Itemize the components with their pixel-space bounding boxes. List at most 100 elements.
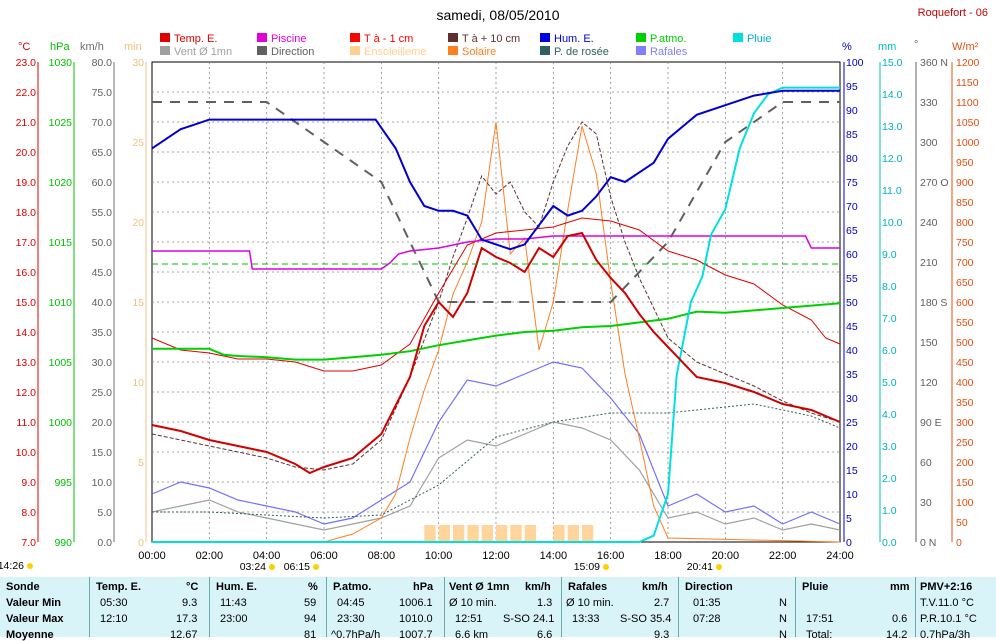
legend-label: Piscine [271, 33, 306, 45]
temp-tick-label: 21.0 [16, 117, 37, 129]
legend-label: Solaire [462, 46, 496, 58]
legend-label: Vent Ø 1mn [174, 46, 232, 58]
hum-tick-label: 65 [846, 225, 858, 237]
dir-tick-label: 330 [920, 97, 938, 109]
temp-tick-label: 11.0 [16, 417, 36, 429]
series-line-vent-1mn [151, 421, 841, 531]
temp-tick-label: 12.0 [16, 387, 37, 399]
dir-max-value: N [779, 613, 787, 625]
wind-max-value: S-SO 24.1 [503, 613, 555, 625]
press-avg-value: 1007.7 [399, 629, 433, 641]
dir-tick-label: 150 [920, 337, 938, 349]
press-tick-label: 1020 [49, 177, 73, 189]
temp-tick-label: 20.0 [16, 147, 37, 159]
series-line-pluie [152, 86, 840, 543]
pmv-trend: 0.7hPa/3h [920, 629, 971, 641]
hum-tick-label: 50 [846, 297, 858, 309]
wind-tick-label: 65.0 [92, 147, 113, 159]
sun-tick-label: 20 [132, 217, 144, 229]
wind-tick-label: 30.0 [92, 357, 113, 369]
solar-tick-label: 400 [956, 377, 974, 389]
row-min-label: Valeur Min [6, 597, 62, 609]
temp-tick-label: 16.0 [16, 267, 37, 279]
dir-axis-unit: ° [914, 39, 918, 51]
header-wind-unit: km/h [525, 581, 551, 593]
time-tick-label: 24:00 [826, 550, 854, 562]
time-tick-label: 22:00 [769, 550, 797, 562]
legend-swatch [257, 33, 267, 42]
hum-tick-label: 40 [846, 345, 858, 357]
dir-tick-label: 90 E [920, 417, 942, 429]
hum-tick-label: 15 [846, 465, 858, 477]
sun-axis-unit: min [124, 41, 142, 53]
series-line-direction [152, 101, 840, 303]
hum-tick-label: 10 [846, 489, 858, 501]
legend-label: Rafales [650, 46, 688, 58]
solar-tick-label: 650 [956, 277, 974, 289]
header-pmv: PMV+2:16 [920, 581, 973, 593]
legend-swatch [160, 46, 170, 55]
hum-axis-unit: % [842, 41, 852, 53]
hum-tick-label: 95 [846, 81, 858, 93]
header-gust-unit: km/h [642, 581, 668, 593]
series-line-t-1-cm [151, 217, 841, 372]
hum-tick-label: 35 [846, 369, 858, 381]
temp-tick-label: 15.0 [16, 297, 37, 309]
sun-tick-label: 30 [132, 57, 144, 69]
rain-tick-label: 15.0 [882, 57, 903, 69]
col-rain: Pluie mm 17:51 0.6 Total: 14.2 [795, 577, 916, 641]
legend-swatch [636, 46, 646, 55]
time-tick-label: 02:00 [196, 550, 224, 562]
time-tick-label: 18:00 [654, 550, 682, 562]
temp-tick-label: 18.0 [16, 207, 37, 219]
dir-tick-label: 120 [920, 377, 938, 389]
dir-min-time: 01:35 [693, 597, 721, 609]
legend-label: T à + 10 cm [462, 33, 520, 45]
time-tick-label: 10:00 [425, 550, 453, 562]
sun-tick-label: 5 [138, 457, 144, 469]
sunshine-bar [467, 525, 479, 542]
col-pmv: PMV+2:16 T.V.11.0 °C P.R.10.1 °C 0.7hPa/… [915, 577, 996, 641]
temp-tick-label: 23.0 [16, 57, 37, 69]
rain-tick-label: 13.0 [882, 121, 903, 133]
sun-tick-label: 10 [132, 377, 144, 389]
press-trend: ^0.7hPa/h [331, 629, 381, 641]
temp-tick-label: 7.0 [21, 537, 36, 549]
wind-tick-label: 45.0 [92, 267, 113, 279]
temp-min-value: 9.3 [182, 597, 198, 609]
rain-tick-label: 6.0 [882, 345, 897, 357]
dir-tick-label: 0 N [920, 537, 936, 549]
header-gust: Rafales [568, 581, 608, 593]
sun-tick-label: 15 [132, 297, 144, 309]
legend-label: Pluie [747, 33, 771, 45]
legend-swatch [448, 46, 458, 55]
hum-max-value: 94 [304, 613, 317, 625]
col-gust: Rafales km/h Ø 10 min. 2.7 13:33 S-SO 35… [561, 577, 679, 641]
legend-swatch [257, 46, 267, 55]
legend-swatch [733, 33, 743, 42]
header-hum: Hum. E. [216, 581, 257, 593]
legend-swatch [636, 33, 646, 42]
series-line-p-atmo- [152, 302, 841, 361]
solar-tick-label: 600 [956, 297, 974, 309]
event-time-label: 20:41 [687, 561, 713, 573]
hum-tick-label: 75 [846, 177, 858, 189]
hum-max-time: 23:00 [220, 613, 248, 625]
solar-tick-label: 1050 [956, 117, 980, 129]
wind-tick-label: 60.0 [92, 177, 113, 189]
temp-tick-label: 13.0 [16, 357, 37, 369]
solar-tick-label: 1150 [956, 77, 979, 89]
sun-tick-label: 0 [138, 537, 144, 549]
press-tick-label: 990 [54, 537, 72, 549]
legend-label: Ensoleilleme [364, 46, 426, 58]
wind-min-value: 1.3 [537, 597, 553, 609]
legend-label: P. de rosée [554, 46, 609, 58]
pmv-tv: T.V.11.0 °C [920, 597, 974, 609]
hum-tick-label: 100 [846, 57, 864, 69]
wind-avg-value: 6.6 [537, 629, 553, 641]
event-time-label: 14:26 [0, 560, 24, 572]
legend-swatch [540, 46, 550, 55]
temp-min-time: 05:30 [100, 597, 128, 609]
chart-title: samedi, 08/05/2010 [437, 7, 560, 23]
